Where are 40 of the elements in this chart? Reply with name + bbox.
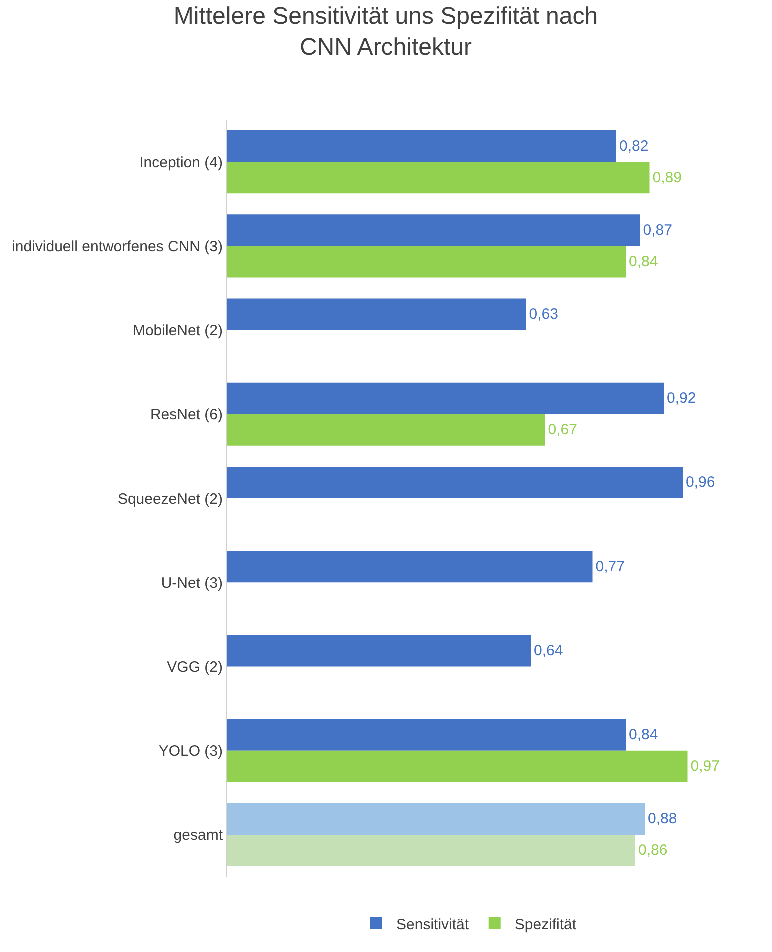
y-tick-label: YOLO (3) [158, 743, 223, 760]
data-label: 0,77 [596, 558, 625, 576]
data-label: 0,84 [629, 253, 658, 270]
bar [227, 382, 664, 414]
y-tick-label: MobileNet (2) [132, 322, 224, 340]
y-tick-label: U-Net (3) [161, 574, 224, 592]
bar [227, 834, 636, 866]
chart-title: Mittelere Sensitivität uns Spezifität nach CNN Architektur [174, 2, 598, 61]
bar [227, 214, 640, 246]
bar [227, 298, 526, 330]
bar [227, 635, 531, 667]
data-label: 0,89 [652, 169, 682, 186]
y-tick-label: individuell entworfenes CNN (3) [12, 238, 223, 256]
y-tick-label: SqueezeNet (2) [118, 490, 223, 508]
data-label: 0,86 [638, 842, 668, 860]
bar [227, 130, 616, 162]
data-label: 0,63 [529, 306, 558, 324]
y-tick-label: ResNet (6) [150, 406, 223, 424]
bar [227, 162, 650, 194]
data-label: 0,92 [667, 390, 696, 408]
legend-label: Sensitivität [396, 916, 470, 934]
bar [227, 750, 688, 782]
y-tick-label: Inception (4) [140, 154, 223, 172]
bar [227, 719, 626, 751]
legend-label: Spezifität [514, 916, 578, 934]
data-label: 0,97 [690, 758, 720, 776]
bar [227, 466, 683, 498]
bar [227, 246, 626, 278]
data-label: 0,64 [534, 642, 564, 660]
y-tick-label: VGG (2) [167, 658, 223, 676]
data-label: 0,67 [548, 422, 578, 439]
bar [227, 551, 593, 583]
data-label: 0,87 [643, 222, 672, 239]
data-label: 0,96 [686, 474, 716, 492]
bar [227, 803, 645, 835]
y-tick-label: gesamt [174, 827, 224, 844]
data-label: 0,84 [629, 726, 658, 744]
data-label: 0,88 [648, 810, 678, 828]
data-label: 0,82 [620, 138, 649, 155]
bar [227, 414, 546, 446]
